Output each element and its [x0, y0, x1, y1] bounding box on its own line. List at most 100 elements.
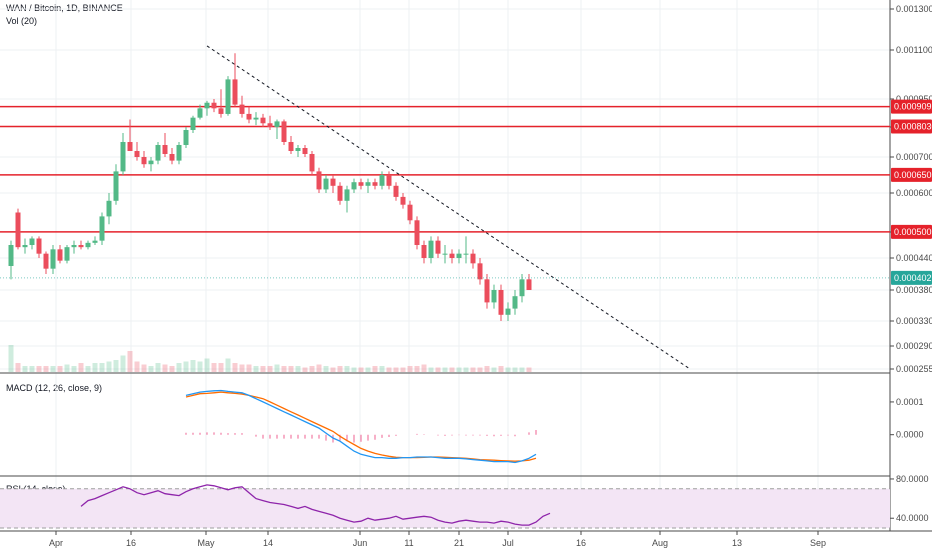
candle-body: [260, 117, 266, 124]
volume-bar: [491, 367, 497, 372]
macd-tick-label: 0.0000: [896, 430, 924, 440]
volume-bar: [372, 366, 378, 372]
volume-bar: [92, 363, 98, 372]
candle-body: [176, 145, 182, 161]
volume-bar: [36, 366, 42, 372]
volume-bar: [127, 351, 133, 372]
volume-bar: [99, 363, 105, 372]
volume-bar: [428, 367, 434, 372]
volume-bar: [519, 367, 525, 372]
symbol-title: WAN / Bitcoin, 1D, BINANCE: [6, 3, 123, 13]
candle-body: [295, 148, 301, 151]
candle-body: [484, 279, 490, 303]
time-tick-label: May: [197, 538, 215, 548]
volume-bar: [120, 355, 126, 372]
volume-bar: [281, 366, 287, 372]
macd-signal-line: [185, 391, 537, 462]
volume-bar: [253, 366, 259, 372]
candle-body: [358, 182, 364, 186]
volume-bar: [176, 363, 182, 372]
candle-body: [330, 178, 336, 186]
volume-bar: [288, 366, 294, 372]
candle-body: [372, 182, 378, 186]
current-price-label: 0.0004027: [894, 273, 932, 283]
time-tick-label: 14: [263, 538, 273, 548]
candle-body: [407, 204, 413, 221]
candle-body: [302, 148, 308, 154]
volume-bar: [169, 366, 175, 372]
candle-body: [211, 102, 217, 109]
candle-body: [316, 171, 322, 190]
volume-bar: [113, 360, 119, 372]
volume-bar: [246, 364, 252, 372]
resistance-price-tag: [891, 99, 932, 114]
volume-bar: [344, 366, 350, 372]
volume-bar: [351, 367, 357, 372]
time-tick-label: 13: [732, 538, 742, 548]
candle-body: [99, 216, 105, 241]
candle-body: [113, 171, 119, 201]
candle-body: [43, 253, 49, 269]
volume-bar: [183, 361, 189, 372]
volume-bar: [43, 366, 49, 372]
candle-body: [512, 296, 518, 309]
volume-bar: [393, 367, 399, 372]
descending-trendline: [206, 45, 691, 370]
time-tick-label: Jul: [502, 538, 514, 548]
candle-body: [309, 154, 315, 172]
resistance-price-tag: [891, 224, 932, 239]
candle-body: [239, 104, 245, 114]
volume-bar: [302, 367, 308, 372]
volume-bar: [239, 364, 245, 372]
candle-body: [141, 157, 147, 165]
resistance-price-tag: [891, 167, 932, 182]
volume-bar: [414, 366, 420, 372]
time-tick-label: Apr: [49, 538, 63, 548]
volume-bar: [85, 366, 91, 372]
candle-body: [337, 185, 343, 201]
volume-bar: [148, 366, 154, 372]
volume-bar: [274, 364, 280, 372]
volume-bar: [316, 364, 322, 372]
candle-body: [288, 142, 294, 151]
time-tick-label: Sep: [810, 538, 826, 548]
rsi-tick-label: 80.0000: [896, 474, 929, 484]
volume-bar: [211, 363, 217, 372]
candle-body: [414, 220, 420, 245]
volume-bar: [365, 367, 371, 372]
candle-body: [197, 108, 203, 118]
candle-body: [169, 154, 175, 161]
volume-bar: [295, 366, 301, 372]
candle-body: [15, 212, 21, 248]
candle-body: [421, 245, 427, 258]
volume-bar: [22, 366, 28, 372]
resistance-price-tag: [891, 119, 932, 134]
volume-bar: [134, 361, 140, 372]
candle-body: [400, 196, 406, 205]
candle-body: [365, 182, 371, 186]
candle-body: [498, 290, 504, 315]
candle-body: [85, 242, 91, 248]
candle-body: [477, 263, 483, 280]
candle-body: [148, 160, 154, 165]
candle-body: [50, 249, 56, 269]
volume-bar: [323, 366, 329, 372]
candle-body: [106, 200, 112, 217]
macd-line: [185, 389, 537, 464]
candle-body: [127, 142, 133, 151]
candle-body: [190, 117, 196, 130]
candle-body: [218, 108, 224, 114]
volume-bar: [526, 367, 532, 372]
candle-body: [204, 102, 210, 109]
volume-bar: [386, 367, 392, 372]
macd-tick-label: 0.0001: [896, 397, 924, 407]
time-tick-label: 16: [126, 538, 136, 548]
volume-bar: [484, 366, 490, 372]
